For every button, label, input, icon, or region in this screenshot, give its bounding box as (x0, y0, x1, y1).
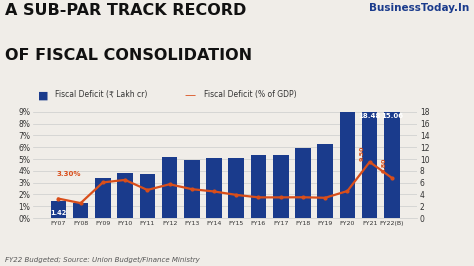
Bar (118, 173, 133, 218)
Bar (384, 40, 400, 218)
Bar (184, 160, 200, 218)
Bar (251, 155, 266, 218)
Bar (51, 201, 66, 218)
Bar (340, 108, 355, 218)
Bar (295, 148, 311, 218)
Bar (362, 0, 377, 218)
Bar (206, 158, 222, 218)
Text: OF FISCAL CONSOLIDATION: OF FISCAL CONSOLIDATION (5, 48, 252, 63)
Text: ■: ■ (38, 90, 48, 101)
Bar (273, 155, 289, 218)
Text: FY22 Budgeted; Source: Union Budget/Finance Ministry: FY22 Budgeted; Source: Union Budget/Fina… (5, 257, 200, 263)
Text: Fiscal Deficit (₹ Lakh cr): Fiscal Deficit (₹ Lakh cr) (55, 90, 147, 99)
Bar (318, 144, 333, 218)
Text: Fiscal Deficit (% of GDP): Fiscal Deficit (% of GDP) (204, 90, 296, 99)
Text: 1.42: 1.42 (50, 210, 67, 216)
Bar (73, 203, 89, 218)
Text: BusinessToday.In: BusinessToday.In (369, 3, 469, 13)
Text: 15.06: 15.06 (381, 114, 403, 119)
Text: A SUB-PAR TRACK RECORD: A SUB-PAR TRACK RECORD (5, 3, 246, 18)
Bar (139, 174, 155, 218)
Bar (228, 158, 244, 218)
Bar (95, 178, 110, 218)
Bar (162, 157, 177, 218)
Text: 9.50: 9.50 (359, 146, 365, 161)
Text: 3.30%: 3.30% (56, 171, 81, 177)
Text: 6.80: 6.80 (382, 157, 387, 173)
Text: 18.48: 18.48 (358, 114, 381, 119)
Text: —: — (185, 90, 196, 101)
